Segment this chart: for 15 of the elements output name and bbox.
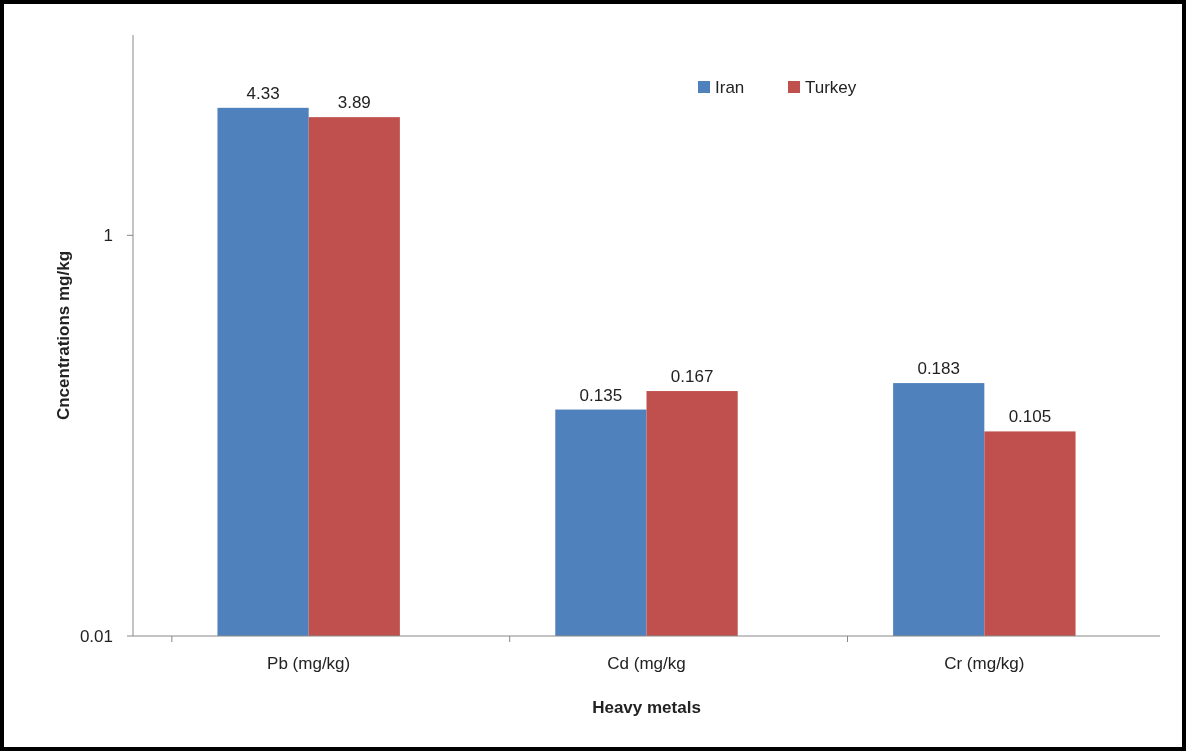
legend-label: Iran [715, 77, 745, 97]
data-label: 0.167 [670, 367, 714, 387]
data-label: 4.33 [246, 83, 280, 103]
x-tick-label: Pb (mg/kg) [267, 654, 351, 673]
x-tick-label: Cr (mg/kg) [944, 654, 1025, 673]
data-label: 0.105 [1008, 407, 1052, 427]
y-tick-label: 1 [103, 226, 113, 246]
legend-label: Turkey [805, 77, 857, 97]
y-tick-label: 0.01 [79, 626, 113, 646]
x-axis-title: Heavy metals [592, 698, 701, 717]
data-label: 0.135 [579, 385, 623, 405]
data-label: 0.183 [917, 359, 960, 379]
y-axis-title: Cncentrations mg/kg [54, 250, 73, 421]
x-tick-label: Cd (mg/kg [607, 654, 686, 673]
data-label: 3.89 [337, 93, 371, 113]
